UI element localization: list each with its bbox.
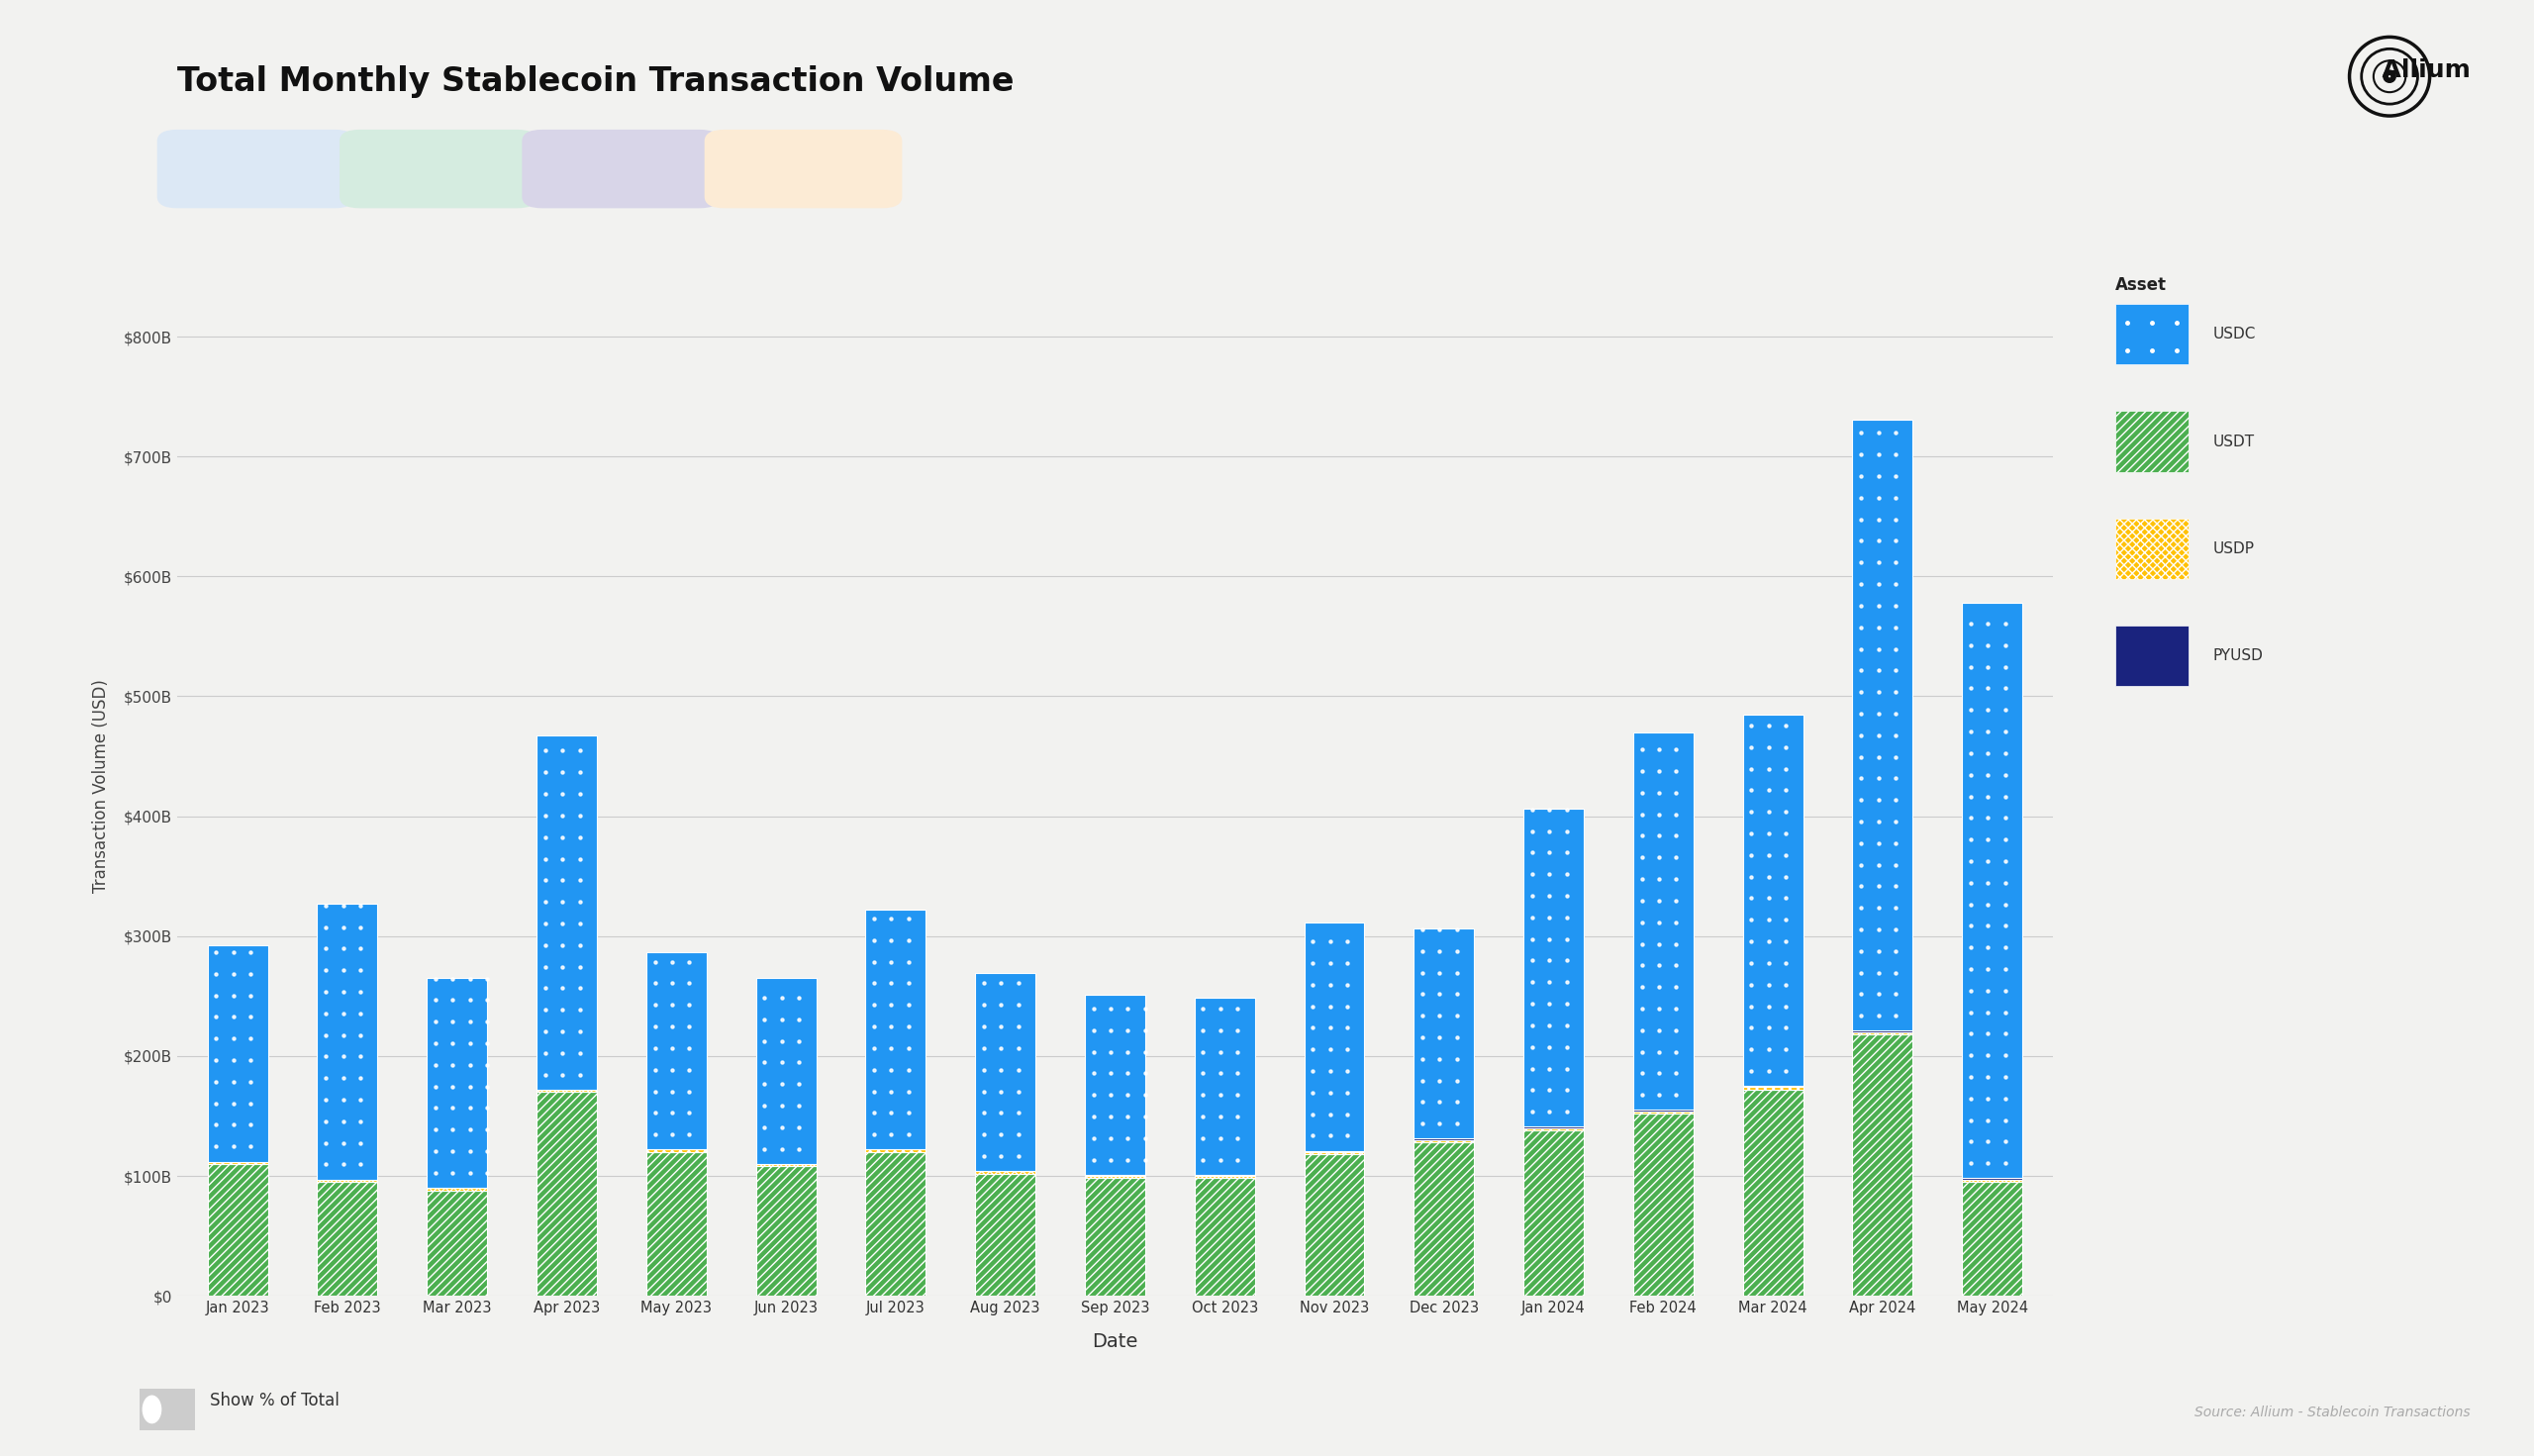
Bar <box>1632 1111 1693 1114</box>
Bar <box>646 1150 707 1152</box>
FancyBboxPatch shape <box>134 1388 198 1431</box>
Bar <box>537 1089 598 1092</box>
Bar <box>1194 1176 1254 1178</box>
Bar <box>1852 1032 1913 1034</box>
Y-axis label: Transaction Volume (USD): Transaction Volume (USD) <box>91 680 109 893</box>
X-axis label: Date: Date <box>1092 1332 1138 1351</box>
Bar <box>1743 1089 1804 1296</box>
Bar <box>1085 1176 1145 1178</box>
Bar <box>1852 1034 1913 1296</box>
Bar <box>1523 1128 1584 1130</box>
Bar <box>1852 419 1913 1031</box>
Bar <box>537 1092 598 1296</box>
Bar <box>426 1188 487 1191</box>
Bar <box>208 1163 269 1296</box>
Bar <box>646 1152 707 1296</box>
Bar <box>1414 1140 1475 1143</box>
Bar <box>1194 1178 1254 1296</box>
Bar <box>208 1162 269 1163</box>
Bar <box>1414 929 1475 1139</box>
Text: USDC: USDC <box>233 162 279 176</box>
Text: USDC: USDC <box>2212 328 2255 342</box>
Bar <box>1085 1178 1145 1296</box>
Bar <box>1523 810 1584 1127</box>
Bar <box>1743 1088 1804 1089</box>
Bar <box>317 1182 378 1296</box>
Text: USDP: USDP <box>780 162 826 176</box>
Text: PYUSD: PYUSD <box>595 162 646 176</box>
FancyBboxPatch shape <box>157 130 355 208</box>
Bar <box>1305 923 1363 1150</box>
Bar <box>1085 994 1145 1175</box>
Bar <box>1305 1152 1363 1155</box>
Bar <box>1961 603 2022 1178</box>
Bar <box>867 910 925 1150</box>
Bar <box>1194 997 1254 1175</box>
FancyBboxPatch shape <box>522 130 720 208</box>
Text: Asset: Asset <box>2116 277 2167 294</box>
Bar <box>867 1150 925 1152</box>
Bar <box>867 1152 925 1296</box>
Bar <box>537 735 598 1089</box>
Bar <box>976 973 1036 1171</box>
Bar <box>1305 1155 1363 1296</box>
Bar <box>1961 1179 2022 1182</box>
Bar <box>1961 1182 2022 1296</box>
Text: Source: Allium - Stablecoin Transactions: Source: Allium - Stablecoin Transactions <box>2194 1405 2471 1420</box>
Text: USDT: USDT <box>416 162 461 176</box>
Bar <box>1632 732 1693 1109</box>
FancyBboxPatch shape <box>340 130 537 208</box>
FancyBboxPatch shape <box>704 130 902 208</box>
Text: Allium: Allium <box>2364 58 2471 82</box>
Bar <box>1743 715 1804 1086</box>
Bar <box>1632 1114 1693 1296</box>
Bar <box>208 946 269 1162</box>
Bar <box>317 1179 378 1182</box>
Bar <box>646 952 707 1150</box>
Bar <box>1523 1130 1584 1296</box>
Text: Total Monthly Stablecoin Transaction Volume: Total Monthly Stablecoin Transaction Vol… <box>177 66 1014 98</box>
Bar <box>755 1163 816 1166</box>
Bar <box>426 1191 487 1296</box>
Bar <box>755 1166 816 1296</box>
Bar <box>755 978 816 1163</box>
Bar <box>317 904 378 1179</box>
Bar <box>976 1174 1036 1296</box>
Text: PYUSD: PYUSD <box>2212 648 2263 662</box>
Text: USDP: USDP <box>2212 542 2255 556</box>
Bar <box>976 1171 1036 1174</box>
Circle shape <box>142 1395 162 1424</box>
Text: Show % of Total: Show % of Total <box>210 1392 340 1409</box>
Bar <box>1414 1143 1475 1296</box>
Text: USDT: USDT <box>2212 434 2255 448</box>
Bar <box>426 978 487 1188</box>
